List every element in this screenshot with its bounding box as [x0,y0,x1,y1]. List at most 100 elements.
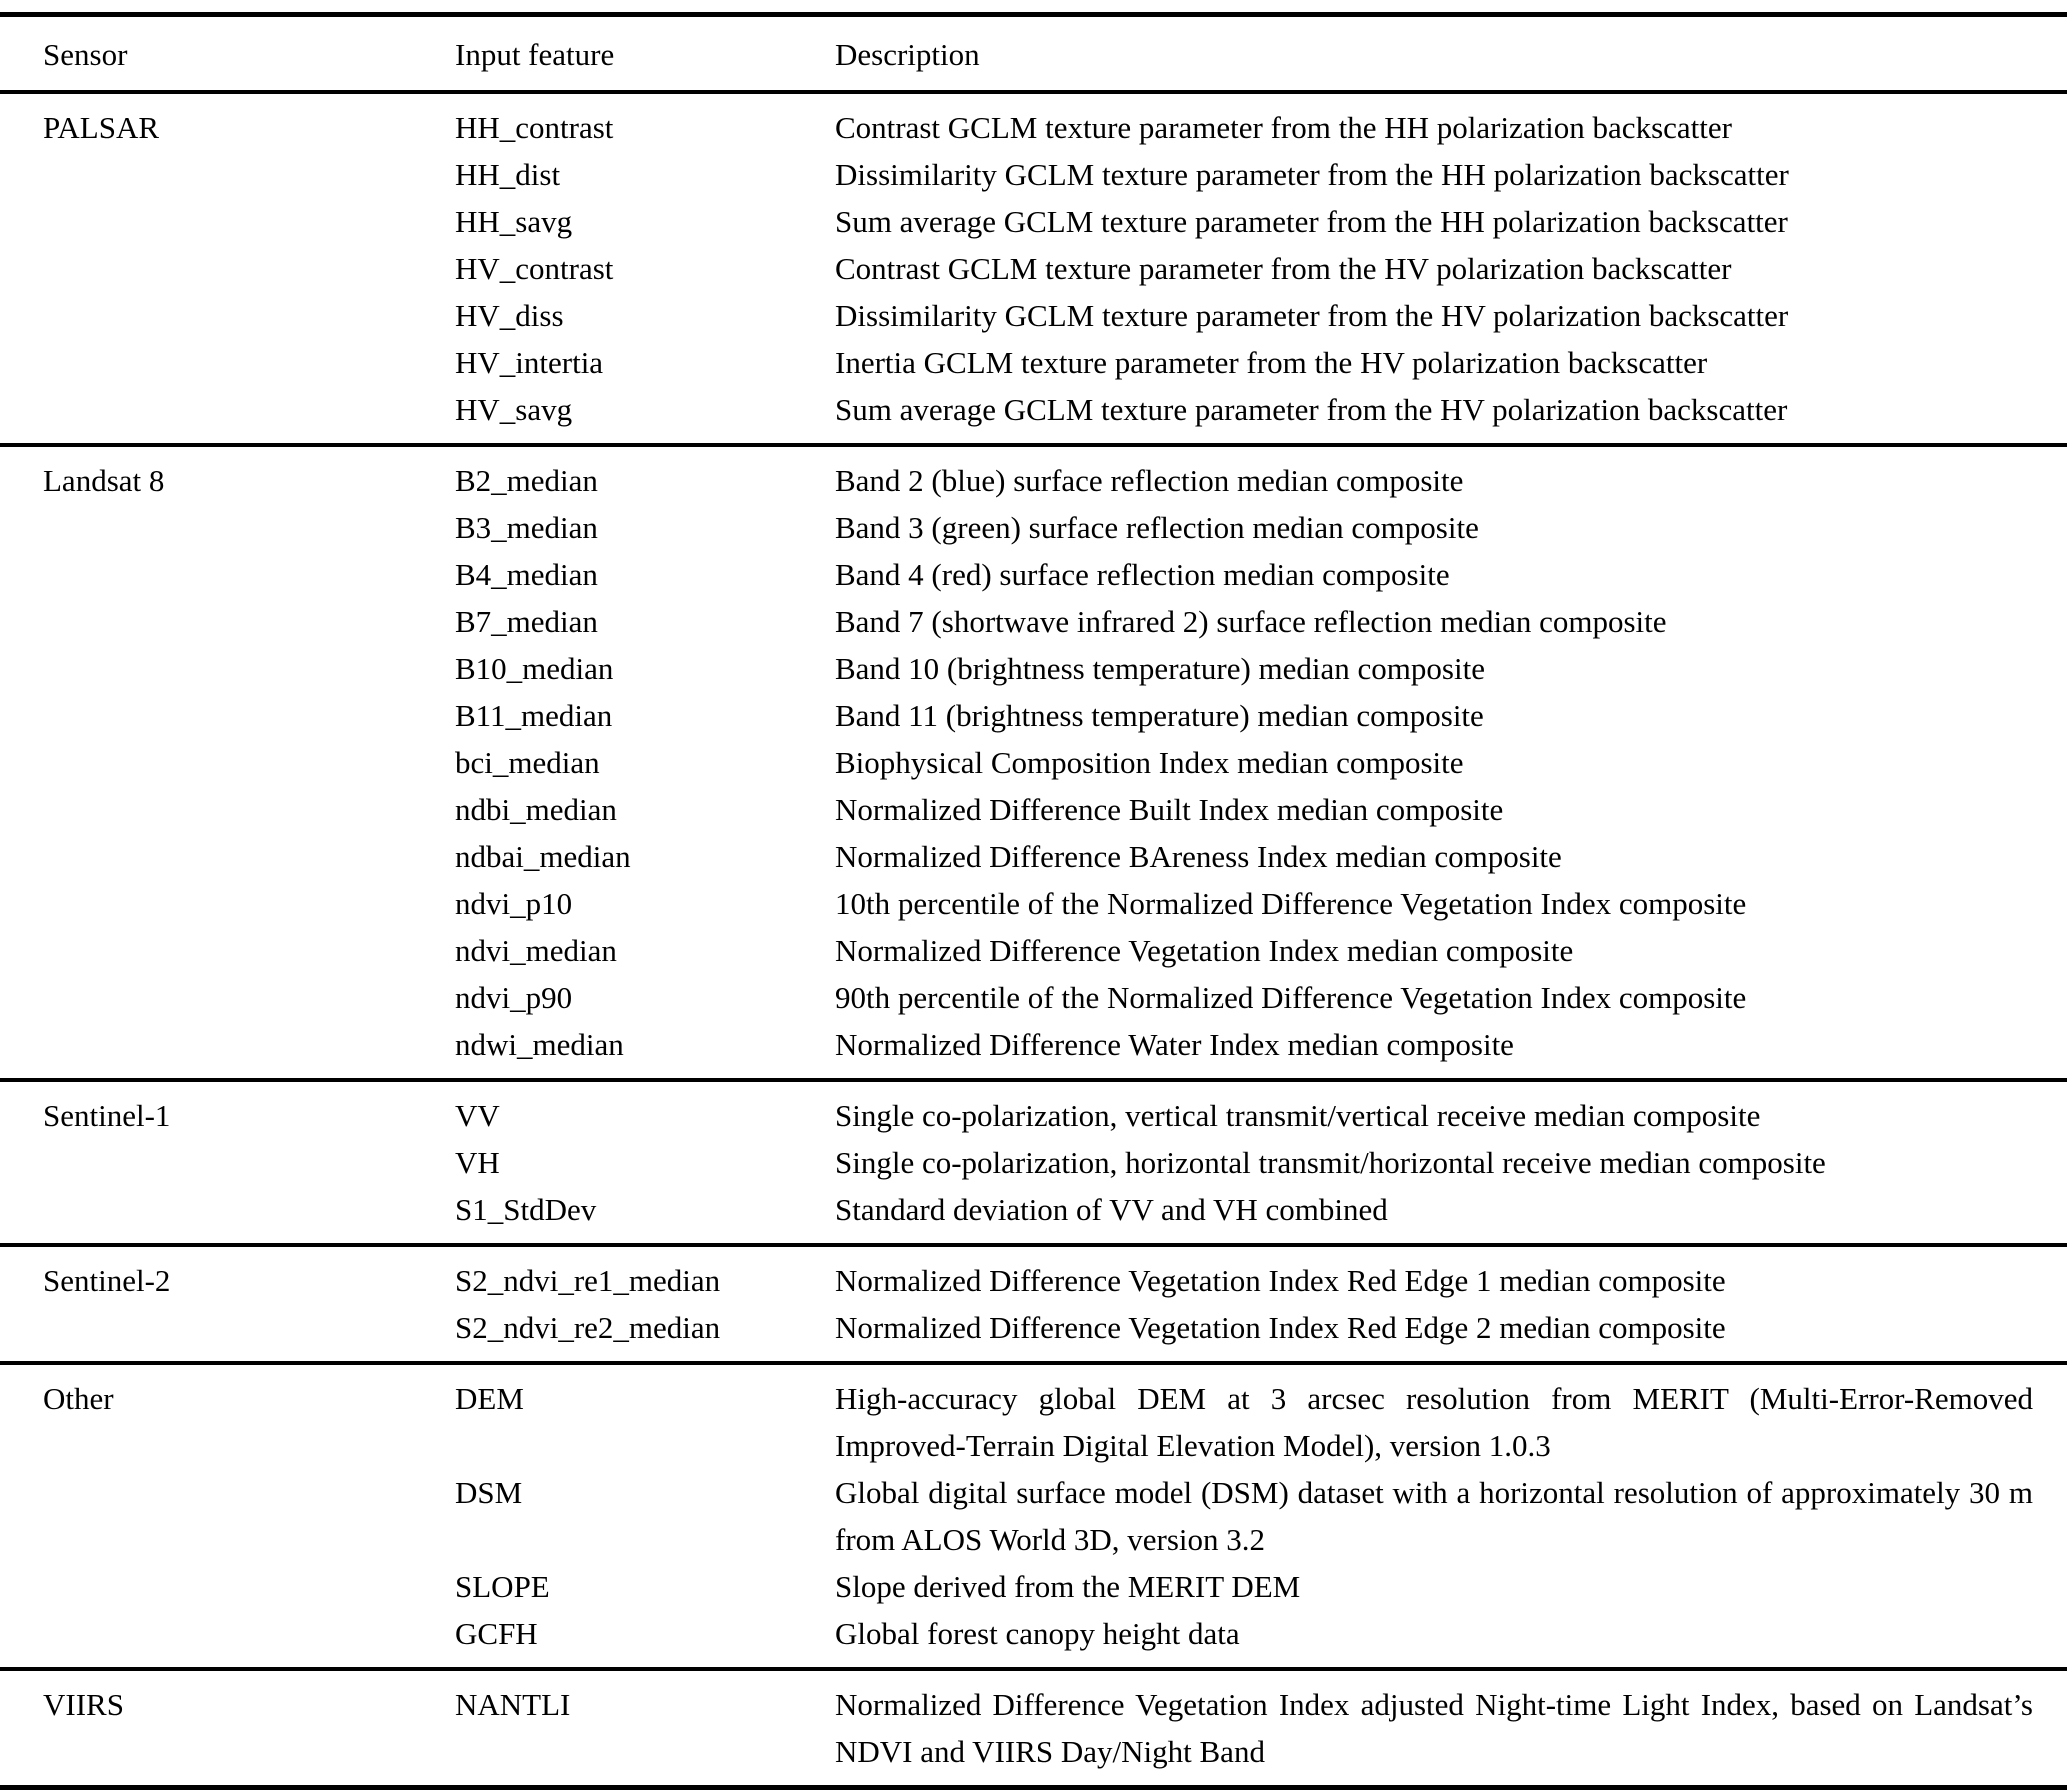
table-row: B10_median Band 10 (brightness temperatu… [0,645,2067,692]
sensor-cell-empty [0,1139,455,1186]
sensor-cell-empty [0,598,455,645]
sensor-cell-empty [0,1610,455,1669]
sensor-cell-empty [0,1186,455,1245]
table-row: B4_median Band 4 (red) surface reflectio… [0,551,2067,598]
description-cell: Band 10 (brightness temperature) median … [835,651,1485,686]
sensor-cell-empty [0,833,455,880]
feature-cell: HH_savg [455,204,573,239]
column-header-input-feature: Input feature [455,37,615,72]
section-landsat8: Landsat 8 B2_median Band 2 (blue) surfac… [0,445,2067,1080]
feature-cell: S1_StdDev [455,1192,597,1227]
table-row: HH_savg Sum average GCLM texture paramet… [0,198,2067,245]
description-cell: Dissimilarity GCLM texture parameter fro… [835,298,1789,333]
feature-cell: B3_median [455,510,598,545]
input-features-table: Sensor Input feature Description PALSAR … [0,12,2067,1790]
description-cell: High-accuracy global DEM at 3 arcsec res… [835,1381,2033,1463]
table-row: ndvi_p90 90th percentile of the Normaliz… [0,974,2067,1021]
table-row: ndvi_median Normalized Difference Vegeta… [0,927,2067,974]
description-cell: 90th percentile of the Normalized Differ… [835,980,1747,1015]
description-cell: 10th percentile of the Normalized Differ… [835,886,1747,921]
description-cell: Sum average GCLM texture parameter from … [835,392,1788,427]
sensor-cell-empty [0,1021,455,1080]
table-row: HV_intertia Inertia GCLM texture paramet… [0,339,2067,386]
feature-cell: ndbi_median [455,792,617,827]
sensor-cell-empty [0,551,455,598]
feature-cell: DEM [455,1381,524,1416]
column-header-description: Description [835,37,980,72]
sensor-cell-empty [0,1469,455,1563]
sensor-cell-empty [0,739,455,786]
table-row: HH_dist Dissimilarity GCLM texture param… [0,151,2067,198]
section-other: Other DEM High-accuracy global DEM at 3 … [0,1363,2067,1669]
feature-cell: NANTLI [455,1687,571,1722]
description-cell: Single co-polarization, vertical transmi… [835,1098,1761,1133]
table-row: HV_savg Sum average GCLM texture paramet… [0,386,2067,445]
sensor-cell: Sentinel-2 [43,1263,171,1298]
sensor-cell-empty [0,880,455,927]
sensor-cell: Other [43,1381,114,1416]
feature-cell: S2_ndvi_re1_median [455,1263,721,1298]
table-row: Sentinel-2 S2_ndvi_re1_median Normalized… [0,1245,2067,1304]
sensor-cell-empty [0,339,455,386]
feature-cell: B7_median [455,604,598,639]
sensor-cell: Landsat 8 [43,463,165,498]
feature-cell: S2_ndvi_re2_median [455,1310,721,1345]
table-row: ndbi_median Normalized Difference Built … [0,786,2067,833]
table-row: bci_median Biophysical Composition Index… [0,739,2067,786]
table-row: HV_contrast Contrast GCLM texture parame… [0,245,2067,292]
sensor-cell-empty [0,786,455,833]
description-cell: Band 11 (brightness temperature) median … [835,698,1484,733]
description-cell: Contrast GCLM texture parameter from the… [835,110,1732,145]
sensor-cell: Sentinel-1 [43,1098,171,1133]
sensor-cell-empty [0,692,455,739]
sensor-cell: VIIRS [43,1687,124,1722]
description-cell: Normalized Difference Vegetation Index a… [835,1687,2033,1769]
column-header-sensor: Sensor [43,37,128,72]
feature-cell: HV_diss [455,298,564,333]
description-cell: Band 4 (red) surface reflection median c… [835,557,1450,592]
feature-cell: SLOPE [455,1569,550,1604]
description-cell: Normalized Difference Built Index median… [835,792,1504,827]
description-cell: Global forest canopy height data [835,1616,1240,1651]
description-cell: Sum average GCLM texture parameter from … [835,204,1788,239]
table-row: B7_median Band 7 (shortwave infrared 2) … [0,598,2067,645]
section-viirs: VIIRS NANTLI Normalized Difference Veget… [0,1669,2067,1788]
description-cell: Normalized Difference Vegetation Index R… [835,1263,1726,1298]
section-palsar: PALSAR HH_contrast Contrast GCLM texture… [0,92,2067,445]
header-row: Sensor Input feature Description [0,15,2067,93]
sensor-cell-empty [0,151,455,198]
table-row: S2_ndvi_re2_median Normalized Difference… [0,1304,2067,1363]
description-cell: Band 7 (shortwave infrared 2) surface re… [835,604,1667,639]
feature-cell: bci_median [455,745,600,780]
description-cell: Band 3 (green) surface reflection median… [835,510,1479,545]
description-cell: Standard deviation of VV and VH combined [835,1192,1388,1227]
description-cell: Band 2 (blue) surface reflection median … [835,463,1464,498]
sensor-cell-empty [0,974,455,1021]
description-cell: Global digital surface model (DSM) datas… [835,1475,2033,1557]
table-row: PALSAR HH_contrast Contrast GCLM texture… [0,92,2067,151]
table-header: Sensor Input feature Description [0,15,2067,93]
description-cell: Normalized Difference BAreness Index med… [835,839,1562,874]
feature-cell: ndwi_median [455,1027,624,1062]
table-row: B3_median Band 3 (green) surface reflect… [0,504,2067,551]
feature-cell: HV_contrast [455,251,614,286]
table-row: Landsat 8 B2_median Band 2 (blue) surfac… [0,445,2067,504]
feature-cell: VH [455,1145,500,1180]
table-row: Other DEM High-accuracy global DEM at 3 … [0,1363,2067,1469]
feature-cell: ndvi_p10 [455,886,573,921]
table-row: ndvi_p10 10th percentile of the Normaliz… [0,880,2067,927]
sensor-cell-empty [0,927,455,974]
section-sentinel2: Sentinel-2 S2_ndvi_re1_median Normalized… [0,1245,2067,1363]
sensor-cell-empty [0,292,455,339]
sensor-cell-empty [0,645,455,692]
feature-cell: ndbai_median [455,839,631,874]
feature-cell: B4_median [455,557,598,592]
description-cell: Single co-polarization, horizontal trans… [835,1145,1826,1180]
description-cell: Contrast GCLM texture parameter from the… [835,251,1732,286]
description-cell: Dissimilarity GCLM texture parameter fro… [835,157,1789,192]
feature-cell: ndvi_p90 [455,980,573,1015]
feature-cell: B11_median [455,698,613,733]
section-sentinel1: Sentinel-1 VV Single co-polarization, ve… [0,1080,2067,1245]
table-row: ndbai_median Normalized Difference BAren… [0,833,2067,880]
